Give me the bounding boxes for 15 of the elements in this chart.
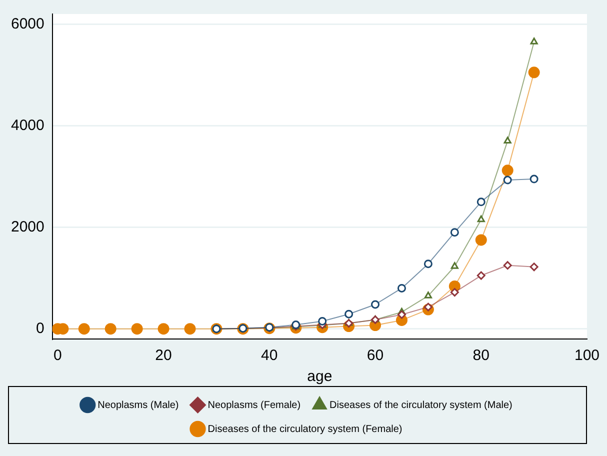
legend-label: Diseases of the circulatory system (Female) bbox=[208, 424, 402, 435]
legend-label: Diseases of the circulatory system (Male) bbox=[330, 400, 512, 411]
x-tick-label: 20 bbox=[155, 347, 172, 364]
x-tick-label: 0 bbox=[53, 347, 62, 364]
legend-label: Neoplasms (Female) bbox=[208, 400, 301, 411]
x-tick-label: 100 bbox=[574, 347, 600, 364]
y-tick-label: 0 bbox=[36, 320, 44, 337]
x-tick-label: 60 bbox=[366, 347, 384, 364]
x-tick-label: 40 bbox=[261, 347, 278, 364]
x-tick-label: 80 bbox=[472, 347, 490, 364]
y-tick-label: 2000 bbox=[10, 218, 44, 236]
x-axis-title: age bbox=[307, 368, 332, 386]
y-tick-label: 4000 bbox=[10, 116, 44, 134]
legend-label: Neoplasms (Male) bbox=[98, 400, 179, 411]
y-tick-label: 6000 bbox=[10, 15, 44, 32]
